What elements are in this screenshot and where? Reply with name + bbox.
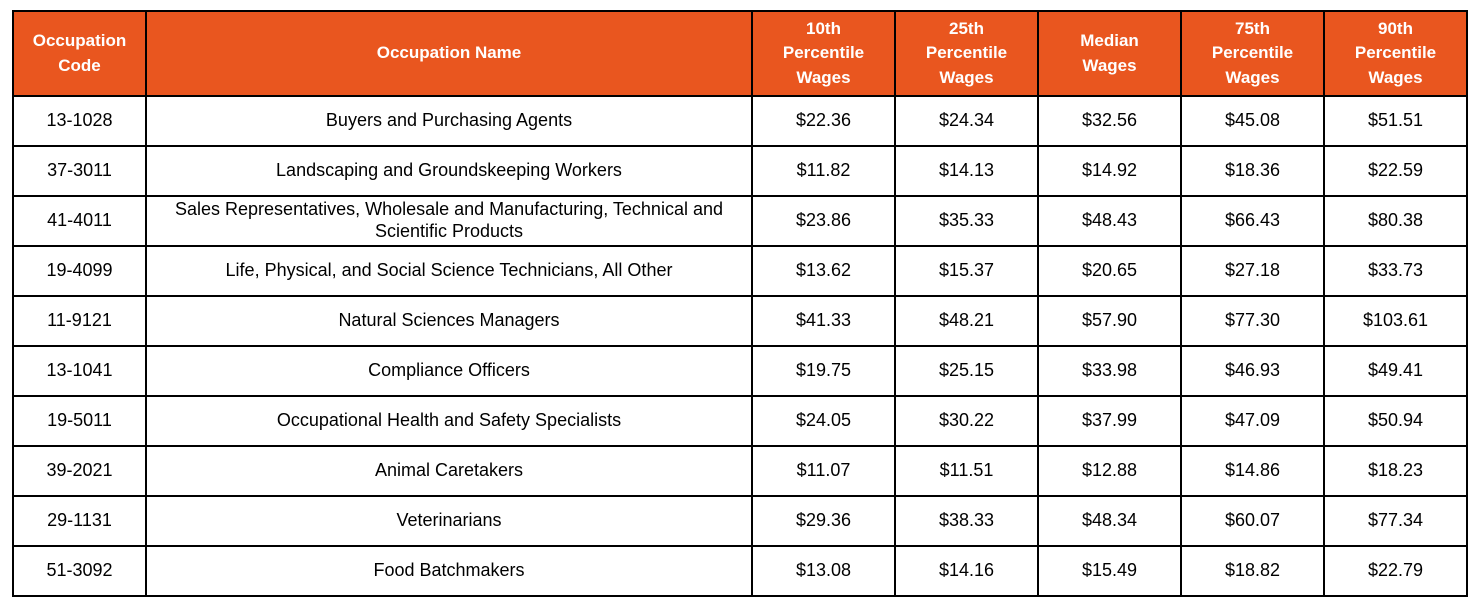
header-row: Occupation Code Occupation Name 10th Perce… [12,10,1468,97]
wage-cell: $18.82 [1180,545,1325,597]
occupation-name-cell: Veterinarians [145,495,753,547]
wage-cell: $22.59 [1323,145,1468,197]
wage-cell: $41.33 [751,295,896,347]
column-header-1: Occupation Name [145,10,753,97]
wage-cell: $77.34 [1323,495,1468,547]
wage-cell: $19.75 [751,345,896,397]
table-row: 39-2021 Animal Caretakers $11.07 $11.51 $12.… [12,445,1468,497]
table-row: 29-1131 Veterinarians $29.36 $38.33 $48.34 $6… [12,495,1468,547]
occupation-name-cell: Buyers and Purchasing Agents [145,95,753,147]
wage-cell: $13.08 [751,545,896,597]
wage-cell: $14.86 [1180,445,1325,497]
wage-cell: $60.07 [1180,495,1325,547]
table-row: 11-9121 Natural Sciences Managers $41.33 $4… [12,295,1468,347]
wage-cell: $24.05 [751,395,896,447]
wage-cell: $18.23 [1323,445,1468,497]
wage-cell: $48.34 [1037,495,1182,547]
wage-cell: $24.34 [894,95,1039,147]
wage-cell: $13.62 [751,245,896,297]
wage-cell: $51.51 [1323,95,1468,147]
wage-cell: $57.90 [1037,295,1182,347]
wage-cell: $48.43 [1037,195,1182,247]
wage-cell: $49.41 [1323,345,1468,397]
wage-cell: $47.09 [1180,395,1325,447]
wage-cell: $25.15 [894,345,1039,397]
wage-cell: $12.88 [1037,445,1182,497]
wage-cell: $22.79 [1323,545,1468,597]
column-header-6: 90th Percentile Wages [1323,10,1468,97]
occupation-code-cell: 19-5011 [12,395,147,447]
wage-cell: $22.36 [751,95,896,147]
wage-cell: $50.94 [1323,395,1468,447]
wage-cell: $32.56 [1037,95,1182,147]
wage-cell: $14.13 [894,145,1039,197]
wage-cell: $77.30 [1180,295,1325,347]
occupation-name-cell: Animal Caretakers [145,445,753,497]
occupation-name-cell: Life, Physical, and Social Science Techn… [145,245,753,297]
table-row: 13-1028 Buyers and Purchasing Agents $22.3… [12,95,1468,147]
wage-cell: $20.65 [1037,245,1182,297]
column-header-3: 25th Percentile Wages [894,10,1039,97]
occupation-name-cell: Natural Sciences Managers [145,295,753,347]
occupation-code-cell: 37-3011 [12,145,147,197]
occupation-name-cell: Occupational Health and Safety Specialis… [145,395,753,447]
wage-cell: $14.16 [894,545,1039,597]
table-body: 13-1028 Buyers and Purchasing Agents $22.3… [12,95,1468,597]
wage-cell: $66.43 [1180,195,1325,247]
column-header-4: Median Wages [1037,10,1182,97]
occupation-code-cell: 29-1131 [12,495,147,547]
wage-cell: $23.86 [751,195,896,247]
wage-cell: $37.99 [1037,395,1182,447]
wage-cell: $29.36 [751,495,896,547]
wage-cell: $11.82 [751,145,896,197]
wage-cell: $11.51 [894,445,1039,497]
table-row: 37-3011 Landscaping and Groundskeeping Wo… [12,145,1468,197]
wage-cell: $14.92 [1037,145,1182,197]
table-row: 19-4099 Life, Physical, and Social Scienc… [12,245,1468,297]
wage-cell: $18.36 [1180,145,1325,197]
occupation-wages-table: Occupation Code Occupation Name 10th Perce… [12,10,1468,597]
wage-cell: $33.98 [1037,345,1182,397]
wage-cell: $33.73 [1323,245,1468,297]
occupation-code-cell: 39-2021 [12,445,147,497]
occupation-code-cell: 19-4099 [12,245,147,297]
column-header-5: 75th Percentile Wages [1180,10,1325,97]
table-head: Occupation Code Occupation Name 10th Perce… [12,10,1468,97]
column-header-2: 10th Percentile Wages [751,10,896,97]
wage-cell: $46.93 [1180,345,1325,397]
wage-cell: $103.61 [1323,295,1468,347]
wage-cell: $15.49 [1037,545,1182,597]
occupation-code-cell: 11-9121 [12,295,147,347]
wage-cell: $15.37 [894,245,1039,297]
wage-cell: $11.07 [751,445,896,497]
wage-cell: $35.33 [894,195,1039,247]
occupation-name-cell: Landscaping and Groundskeeping Workers [145,145,753,197]
occupation-code-cell: 13-1041 [12,345,147,397]
table-row: 41-4011 Sales Representatives, Wholesale … [12,195,1468,247]
occupation-name-cell: Food Batchmakers [145,545,753,597]
occupation-name-cell: Sales Representatives, Wholesale and Man… [145,195,753,247]
wage-cell: $48.21 [894,295,1039,347]
table-row: 19-5011 Occupational Health and Safety Sp… [12,395,1468,447]
wage-cell: $38.33 [894,495,1039,547]
occupation-code-cell: 13-1028 [12,95,147,147]
table-row: 51-3092 Food Batchmakers $13.08 $14.16 $15.4… [12,545,1468,597]
wage-cell: $30.22 [894,395,1039,447]
occupation-code-cell: 51-3092 [12,545,147,597]
occupation-name-cell: Compliance Officers [145,345,753,397]
wage-cell: $80.38 [1323,195,1468,247]
column-header-0: Occupation Code [12,10,147,97]
occupation-code-cell: 41-4011 [12,195,147,247]
wage-cell: $27.18 [1180,245,1325,297]
wage-cell: $45.08 [1180,95,1325,147]
table-row: 13-1041 Compliance Officers $19.75 $25.15 $3… [12,345,1468,397]
